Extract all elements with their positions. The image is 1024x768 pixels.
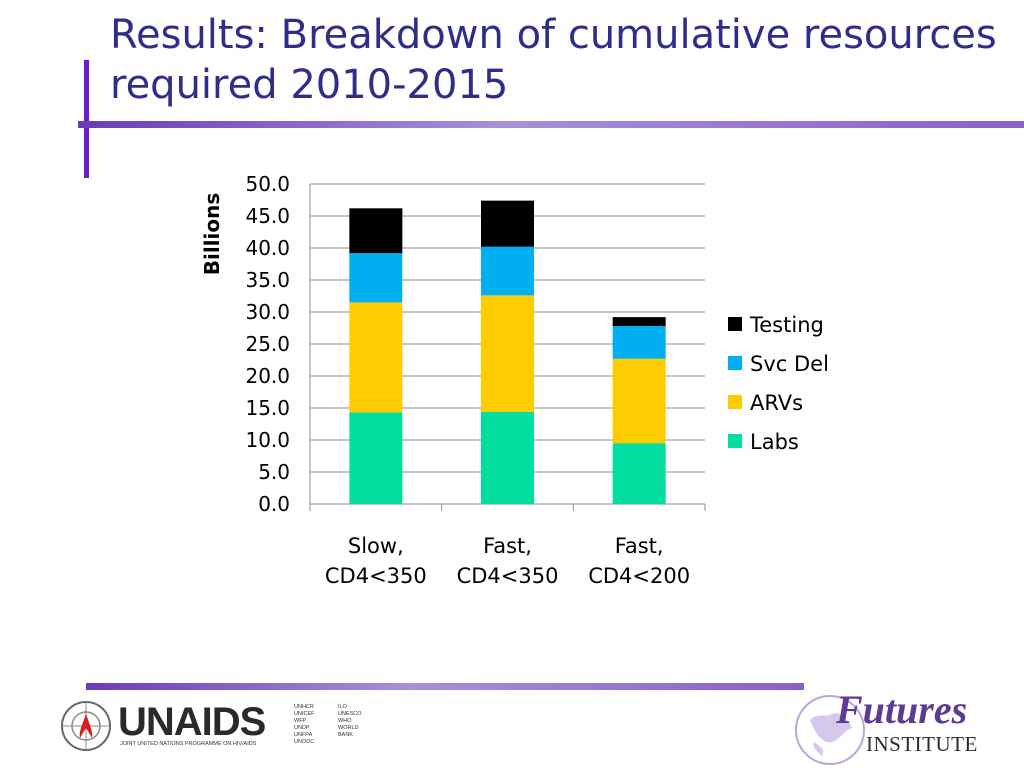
bar-segment-arvs — [612, 358, 666, 444]
bar-segment-labs — [612, 443, 666, 504]
slide-title-line-1: Results: Breakdown of cumulative resourc… — [110, 12, 997, 58]
y-tick-label: 25.0 — [245, 332, 290, 356]
bar-segment-arvs — [349, 302, 403, 413]
y-tick-label: 10.0 — [245, 428, 290, 452]
bar-segment-svc-del — [612, 326, 666, 359]
legend-label: ARVs — [750, 391, 803, 415]
legend-swatch — [728, 317, 742, 331]
legend-swatch — [728, 356, 742, 370]
agency-name: ILO — [338, 704, 347, 710]
y-tick-label: 5.0 — [258, 460, 290, 484]
unaids-wordmark: UNAIDS — [118, 700, 266, 744]
legend-label: Labs — [750, 430, 799, 454]
x-category-label: Fast, — [615, 534, 664, 558]
x-category-label: CD4<350 — [457, 564, 559, 588]
bar-segment-svc-del — [481, 246, 534, 296]
y-tick-label: 50.0 — [245, 172, 290, 196]
bar-segment-labs — [349, 412, 403, 504]
agency-name: UNICEF — [294, 711, 315, 717]
un-emblem-icon — [61, 701, 111, 751]
agency-name: UNHCR — [294, 704, 314, 710]
bar-segment-testing — [349, 208, 403, 254]
slide-title: Results: Breakdown of cumulative resourc… — [110, 10, 1010, 110]
legend-swatch — [728, 434, 742, 448]
agency-name: WFP — [294, 718, 307, 724]
y-axis-title: Billions — [200, 193, 224, 276]
agency-name: UNFPA — [294, 732, 313, 738]
agency-name: WORLD BANK — [338, 725, 359, 738]
unaids-logo: UNAIDS JOINT UNITED NATIONS PROGRAMME ON… — [58, 698, 378, 756]
agency-name: UNDP — [294, 725, 310, 731]
x-category-label: Fast, — [483, 534, 532, 558]
bar-segment-testing — [612, 317, 666, 327]
y-tick-label: 15.0 — [245, 396, 290, 420]
unaids-agencies: UNHCR UNICEF WFP UNDP UNFPA UNODC ILO UN… — [294, 704, 374, 746]
bottom-divider — [86, 683, 804, 690]
bar-segment-svc-del — [349, 253, 403, 303]
bar-segment-labs — [481, 411, 534, 504]
slide-title-line-2: required 2010-2015 — [110, 62, 509, 108]
x-category-label: Slow, — [348, 534, 404, 558]
accent-bar — [84, 60, 89, 178]
legend-label: Svc Del — [750, 352, 829, 376]
globe-icon — [795, 695, 865, 765]
futures-wordmark: Futures — [836, 687, 968, 732]
institute-wordmark: INSTITUTE — [866, 732, 978, 756]
bar-segment-testing — [481, 200, 534, 247]
legend-swatch — [728, 395, 742, 409]
legend-label: Testing — [749, 313, 824, 337]
futures-institute-logo: Futures INSTITUTE — [790, 687, 1000, 768]
y-tick-label: 35.0 — [245, 268, 290, 292]
y-tick-label: 30.0 — [245, 300, 290, 324]
unaids-subtitle: JOINT UNITED NATIONS PROGRAMME ON HIV/AI… — [120, 741, 257, 747]
agency-name: WHO — [338, 718, 352, 724]
y-tick-label: 20.0 — [245, 364, 290, 388]
top-divider — [78, 121, 1024, 128]
bar-segment-arvs — [481, 295, 534, 412]
y-tick-label: 40.0 — [245, 236, 290, 260]
y-tick-label: 0.0 — [258, 492, 290, 516]
agency-name: UNESCO — [338, 711, 362, 717]
agency-name: UNODC — [294, 739, 315, 745]
x-category-label: CD4<200 — [588, 564, 690, 588]
y-tick-label: 45.0 — [245, 204, 290, 228]
x-category-label: CD4<350 — [325, 564, 427, 588]
